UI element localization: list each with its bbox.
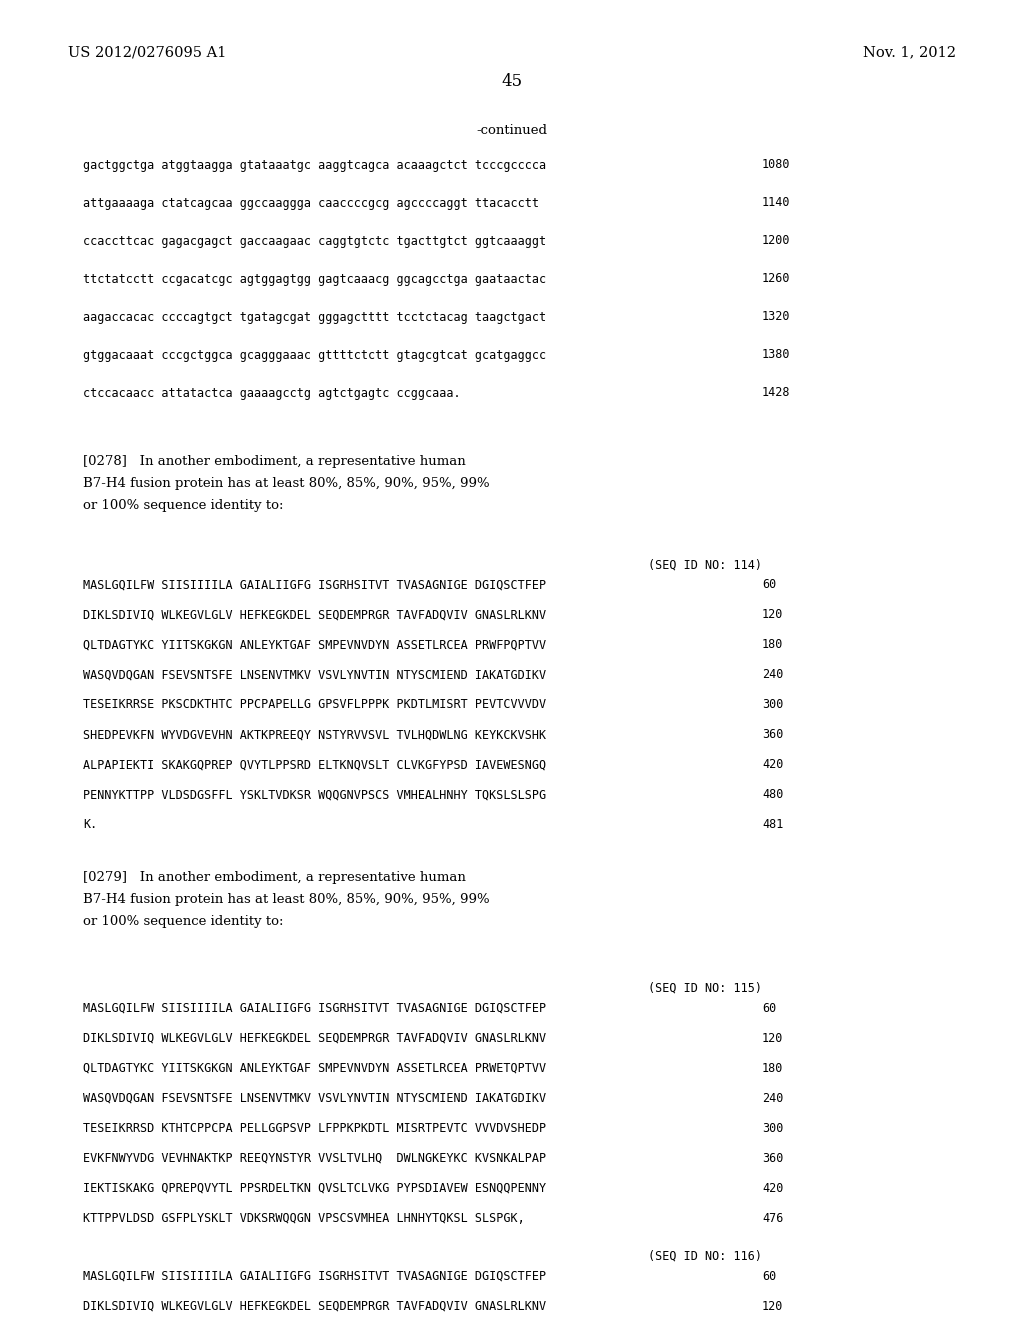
Text: 180: 180	[762, 639, 783, 652]
Text: 1260: 1260	[762, 272, 791, 285]
Text: DIKLSDIVIQ WLKEGVLGLV HEFKEGKDEL SEQDEMPRGR TAVFADQVIV GNASLRLKNV: DIKLSDIVIQ WLKEGVLGLV HEFKEGKDEL SEQDEMP…	[83, 1031, 546, 1044]
Text: MASLGQILFW SIISIIIILA GAIALIIGFG ISGRHSITVT TVASAGNIGE DGIQSCTFEP: MASLGQILFW SIISIIIILA GAIALIIGFG ISGRHSI…	[83, 578, 546, 591]
Text: B7-H4 fusion protein has at least 80%, 85%, 90%, 95%, 99%: B7-H4 fusion protein has at least 80%, 8…	[83, 892, 489, 906]
Text: EVKFNWYVDG VEVHNAKTKP REEQYNSTYR VVSLTVLHQ  DWLNGKEYKC KVSNKALPAP: EVKFNWYVDG VEVHNAKTKP REEQYNSTYR VVSLTVL…	[83, 1151, 546, 1164]
Text: or 100% sequence identity to:: or 100% sequence identity to:	[83, 499, 284, 511]
Text: B7-H4 fusion protein has at least 80%, 85%, 90%, 95%, 99%: B7-H4 fusion protein has at least 80%, 8…	[83, 477, 489, 490]
Text: 360: 360	[762, 1151, 783, 1164]
Text: 240: 240	[762, 668, 783, 681]
Text: [0278]   In another embodiment, a representative human: [0278] In another embodiment, a represen…	[83, 454, 466, 467]
Text: ctccacaacc attatactca gaaaagcctg agtctgagtc ccggcaaa.: ctccacaacc attatactca gaaaagcctg agtctga…	[83, 387, 461, 400]
Text: 1428: 1428	[762, 387, 791, 400]
Text: (SEQ ID NO: 116): (SEQ ID NO: 116)	[648, 1250, 762, 1262]
Text: 420: 420	[762, 759, 783, 771]
Text: KTTPPVLDSD GSFPLYSKLT VDKSRWQQGN VPSCSVMHEA LHNHYTQKSL SLSPGK,: KTTPPVLDSD GSFPLYSKLT VDKSRWQQGN VPSCSVM…	[83, 1212, 524, 1225]
Text: 60: 60	[762, 578, 776, 591]
Text: ccaccttcac gagacgagct gaccaagaac caggtgtctc tgacttgtct ggtcaaaggt: ccaccttcac gagacgagct gaccaagaac caggtgt…	[83, 235, 546, 248]
Text: 476: 476	[762, 1212, 783, 1225]
Text: 45: 45	[502, 74, 522, 91]
Text: [0279]   In another embodiment, a representative human: [0279] In another embodiment, a represen…	[83, 870, 466, 883]
Text: gtggacaaat cccgctggca gcagggaaac gttttctctt gtagcgtcat gcatgaggcc: gtggacaaat cccgctggca gcagggaaac gttttct…	[83, 348, 546, 362]
Text: MASLGQILFW SIISIIIILA GAIALIIGFG ISGRHSITVT TVASAGNIGE DGIQSCTFEP: MASLGQILFW SIISIIIILA GAIALIIGFG ISGRHSI…	[83, 1270, 546, 1283]
Text: 120: 120	[762, 1299, 783, 1312]
Text: 60: 60	[762, 1002, 776, 1015]
Text: US 2012/0276095 A1: US 2012/0276095 A1	[68, 45, 226, 59]
Text: QLTDAGTYKC YIITSKGKGN ANLEYKTGAF SMPEVNVDYN ASSETLRCEA PRWETQPTVV: QLTDAGTYKC YIITSKGKGN ANLEYKTGAF SMPEVNV…	[83, 1061, 546, 1074]
Text: 1200: 1200	[762, 235, 791, 248]
Text: Nov. 1, 2012: Nov. 1, 2012	[863, 45, 956, 59]
Text: 1140: 1140	[762, 197, 791, 210]
Text: 480: 480	[762, 788, 783, 801]
Text: DIKLSDIVIQ WLKEGVLGLV HEFKEGKDEL SEQDEMPRGR TAVFADQVIV GNASLRLKNV: DIKLSDIVIQ WLKEGVLGLV HEFKEGKDEL SEQDEMP…	[83, 609, 546, 622]
Text: -continued: -continued	[476, 124, 548, 136]
Text: 1320: 1320	[762, 310, 791, 323]
Text: 1380: 1380	[762, 348, 791, 362]
Text: or 100% sequence identity to:: or 100% sequence identity to:	[83, 915, 284, 928]
Text: MASLGQILFW SIISIIIILA GAIALIIGFG ISGRHSITVT TVASAGNIGE DGIQSCTFEP: MASLGQILFW SIISIIIILA GAIALIIGFG ISGRHSI…	[83, 1002, 546, 1015]
Text: SHEDPEVKFN WYVDGVEVHN AKTKPREEQY NSTYRVVSVL TVLHQDWLNG KEYKCKVSНK: SHEDPEVKFN WYVDGVEVHN AKTKPREEQY NSTYRVV…	[83, 729, 546, 742]
Text: 300: 300	[762, 1122, 783, 1134]
Text: 180: 180	[762, 1061, 783, 1074]
Text: attgaaaaga ctatcagcaa ggccaaggga caaccccgcg agccccaggt ttacacctt: attgaaaaga ctatcagcaa ggccaaggga caacccc…	[83, 197, 539, 210]
Text: 240: 240	[762, 1092, 783, 1105]
Text: TESEIKRRSD KTHTCPPCPA PELLGGPSVP LFPPKPKDTL MISRTPEVTC VVVDVSHEDP: TESEIKRRSD KTHTCPPCPA PELLGGPSVP LFPPKPK…	[83, 1122, 546, 1134]
Text: K.: K.	[83, 818, 97, 832]
Text: WASQVDQGAN FSEVSNTSFЕ LNSENVTMKV VSVLYNVTIN NTYSCMIEND IAKATGDIKV: WASQVDQGAN FSEVSNTSFЕ LNSENVTMKV VSVLYNV…	[83, 668, 546, 681]
Text: 1080: 1080	[762, 158, 791, 172]
Text: DIKLSDIVIQ WLKEGVLGLV HEFKEGKDEL SEQDEMPRGR TAVFADQVIV GNASLRLKNV: DIKLSDIVIQ WLKEGVLGLV HEFKEGKDEL SEQDEMP…	[83, 1299, 546, 1312]
Text: TESEIKRRSE PKSCDKTHTC PPCPAPELLG GPSVFLPPPK PKDTLMISRT PEVTCVVVDV: TESEIKRRSE PKSCDKTHTC PPCPAPELLG GPSVFLP…	[83, 698, 546, 711]
Text: (SEQ ID NO: 115): (SEQ ID NO: 115)	[648, 982, 762, 994]
Text: QLTDAGTYKC YIITSKGKGN ANLEYKTGAF SMPEVNVDYN ASSETLRCEA PRWFPQPTVV: QLTDAGTYKC YIITSKGKGN ANLEYKTGAF SMPEVNV…	[83, 639, 546, 652]
Text: 120: 120	[762, 609, 783, 622]
Text: 60: 60	[762, 1270, 776, 1283]
Text: ttctatcctt ccgacatcgc agtggagtgg gagtcaaacg ggcagcctga gaataactac: ttctatcctt ccgacatcgc agtggagtgg gagtcaa…	[83, 272, 546, 285]
Text: aagaccacac ccccagtgct tgatagcgat gggagctttt tcctctacag taagctgact: aagaccacac ccccagtgct tgatagcgat gggagct…	[83, 310, 546, 323]
Text: gactggctga atggtaagga gtataaatgc aaggtcagca acaaagctct tcccgcccca: gactggctga atggtaagga gtataaatgc aaggtca…	[83, 158, 546, 172]
Text: 481: 481	[762, 818, 783, 832]
Text: WASQVDQGAN FSEVSNTSFЕ LNSENVTMKV VSVLYNVTIN NTYSCMIEND IAKATGDIKV: WASQVDQGAN FSEVSNTSFЕ LNSENVTMKV VSVLYNV…	[83, 1092, 546, 1105]
Text: 360: 360	[762, 729, 783, 742]
Text: 300: 300	[762, 698, 783, 711]
Text: 120: 120	[762, 1031, 783, 1044]
Text: IEKTISKAKG QPREPQVYTL PPSRDELTKN QVSLTCLVKG PYPSDIAVEW ESNQQPENNY: IEKTISKAKG QPREPQVYTL PPSRDELTKN QVSLTCL…	[83, 1181, 546, 1195]
Text: ALPAPIEKTI SKAKGQPREP QVYTLPPSRD ELTKNQVSLT CLVKGFYPSD IAVEWESNGQ: ALPAPIEKTI SKAKGQPREP QVYTLPPSRD ELTKNQV…	[83, 759, 546, 771]
Text: 420: 420	[762, 1181, 783, 1195]
Text: (SEQ ID NO: 114): (SEQ ID NO: 114)	[648, 558, 762, 572]
Text: PENNYKTTPP VLDSDGSFFL YSKLTVDKSR WQQGNVPSCS VMHEALHNHY TQKSLSLSPG: PENNYKTTPP VLDSDGSFFL YSKLTVDKSR WQQGNVP…	[83, 788, 546, 801]
